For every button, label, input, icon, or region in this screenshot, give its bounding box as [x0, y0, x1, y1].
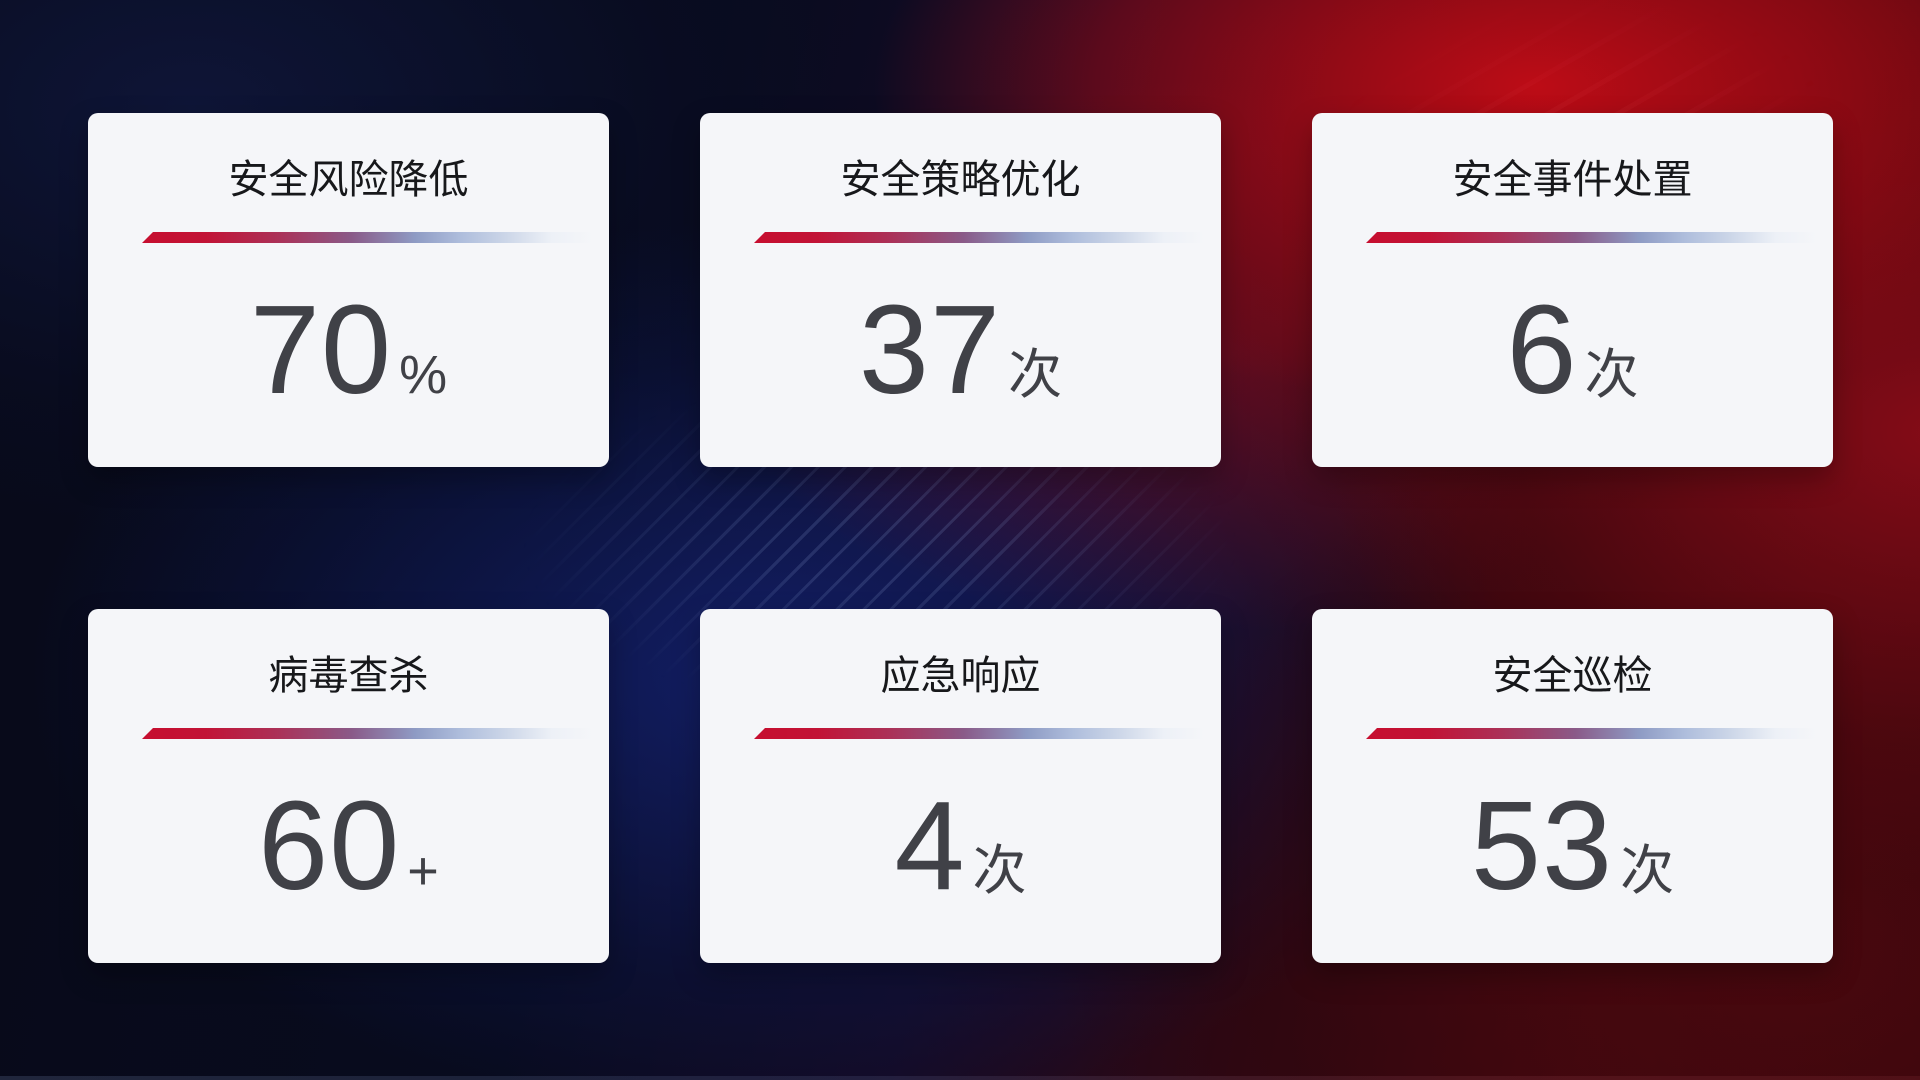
- stat-unit: +: [407, 841, 439, 901]
- stat-value-row: 70 %: [88, 287, 609, 413]
- stat-value: 70: [249, 279, 393, 420]
- gradient-divider: [1366, 728, 1821, 739]
- card-title: 安全事件处置: [1452, 158, 1693, 202]
- card-title: 安全风险降低: [228, 158, 469, 202]
- card-title: 应急响应: [880, 654, 1041, 698]
- bottom-edge-line: [0, 1076, 1920, 1080]
- stat-value: 4: [894, 775, 966, 916]
- stat-value: 37: [858, 279, 1002, 420]
- stat-card-incident-handling: 安全事件处置 6 次: [1312, 113, 1833, 467]
- stat-value-row: 37 次: [700, 287, 1221, 413]
- stat-unit: %: [399, 345, 448, 405]
- stat-value: 53: [1470, 775, 1614, 916]
- stat-value-row: 4 次: [700, 783, 1221, 909]
- stat-unit: 次: [972, 841, 1027, 901]
- gradient-divider: [754, 232, 1209, 243]
- stat-unit: 次: [1620, 841, 1675, 901]
- stat-unit: 次: [1008, 345, 1063, 405]
- gradient-divider: [754, 728, 1209, 739]
- stats-grid: 安全风险降低 70 % 安全策略优化 37 次 安全事件处置 6 次 病毒查: [88, 113, 1833, 963]
- stat-value-row: 53 次: [1312, 783, 1833, 909]
- gradient-divider: [142, 232, 597, 243]
- stat-value-row: 6 次: [1312, 287, 1833, 413]
- stat-card-security-inspection: 安全巡检 53 次: [1312, 609, 1833, 963]
- stat-card-virus-scan: 病毒查杀 60 +: [88, 609, 609, 963]
- stat-card-risk-reduction: 安全风险降低 70 %: [88, 113, 609, 467]
- stat-card-emergency-response: 应急响应 4 次: [700, 609, 1221, 963]
- stat-value-row: 60 +: [88, 783, 609, 909]
- card-title: 安全巡检: [1492, 654, 1653, 698]
- stat-value: 6: [1506, 279, 1578, 420]
- stat-unit: 次: [1584, 345, 1639, 405]
- stat-card-policy-optimization: 安全策略优化 37 次: [700, 113, 1221, 467]
- card-title: 病毒查杀: [268, 654, 429, 698]
- gradient-divider: [1366, 232, 1821, 243]
- card-title: 安全策略优化: [840, 158, 1081, 202]
- gradient-divider: [142, 728, 597, 739]
- stat-value: 60: [258, 775, 401, 916]
